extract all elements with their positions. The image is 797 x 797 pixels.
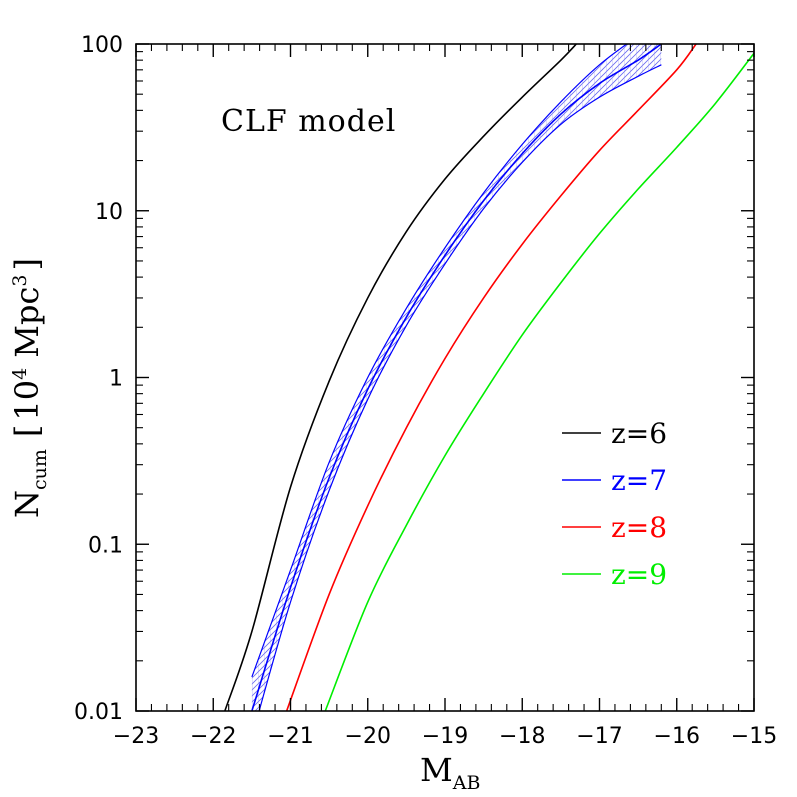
series-z-7-band-upper	[251, 44, 628, 678]
series-layer	[224, 44, 754, 711]
legend-label-z-9: z=9	[611, 558, 667, 591]
y-axis-label-main: N	[8, 490, 46, 518]
x-tick-label: −23	[113, 724, 159, 749]
ticks-layer: −23 −22 −21 −20 −19 −18 −17 −16 −15 0.01 0.1 1 10 100	[74, 33, 777, 749]
y-axis-label-sub: cum	[29, 449, 51, 490]
x-tick-label: −21	[267, 724, 313, 749]
y-tick-label: 100	[81, 33, 123, 58]
x-tick-label: −18	[499, 724, 545, 749]
y-axis-label-unit-number-sup: 4	[9, 368, 31, 380]
y-tick-label: 10	[95, 200, 123, 225]
x-axis-label-main: M	[420, 751, 453, 789]
y-axis-label-bracket-close: ]	[8, 258, 46, 270]
y-tick-label: 1	[109, 367, 123, 392]
x-tick-label: −20	[345, 724, 391, 749]
series-z-7-line	[251, 44, 662, 711]
x-axis-label-sub: AB	[452, 772, 481, 794]
legend-label-z-6: z=6	[611, 417, 667, 450]
x-tick-label: −22	[190, 724, 236, 749]
y-axis-label-unit-number: 10	[8, 380, 46, 421]
annotation-text: CLF model	[221, 104, 396, 139]
plot-frame	[135, 43, 755, 712]
series-z-8	[285, 44, 697, 711]
y-tick-label: 0.1	[88, 533, 123, 558]
legend-label-z-7: z=7	[611, 464, 667, 497]
series-z-8-line	[285, 44, 697, 711]
y-axis-label-unit-rest: Mpc	[8, 287, 46, 358]
x-axis-label: MAB	[420, 751, 480, 794]
legend: z=6 z=7 z=8 z=9	[562, 417, 667, 591]
x-tick-label: −19	[422, 724, 468, 749]
y-axis-label: Ncum [104 Mpc3]	[8, 258, 51, 518]
series-z-9	[324, 52, 754, 711]
x-tick-label: −17	[576, 724, 622, 749]
series-z-7-band-lower	[258, 64, 662, 711]
y-axis-label-bracket-open: [	[8, 425, 46, 437]
y-tick-label: 0.01	[74, 700, 123, 725]
legend-label-z-8: z=8	[611, 511, 667, 544]
x-tick-label: −15	[731, 724, 777, 749]
series-z-7	[251, 44, 662, 711]
y-axis-label-unit-rest-sup: 3	[9, 275, 31, 287]
series-z-6-line	[224, 44, 577, 711]
series-z-9-line	[324, 52, 754, 711]
series-z-6	[224, 44, 577, 711]
x-tick-label: −16	[654, 724, 700, 749]
